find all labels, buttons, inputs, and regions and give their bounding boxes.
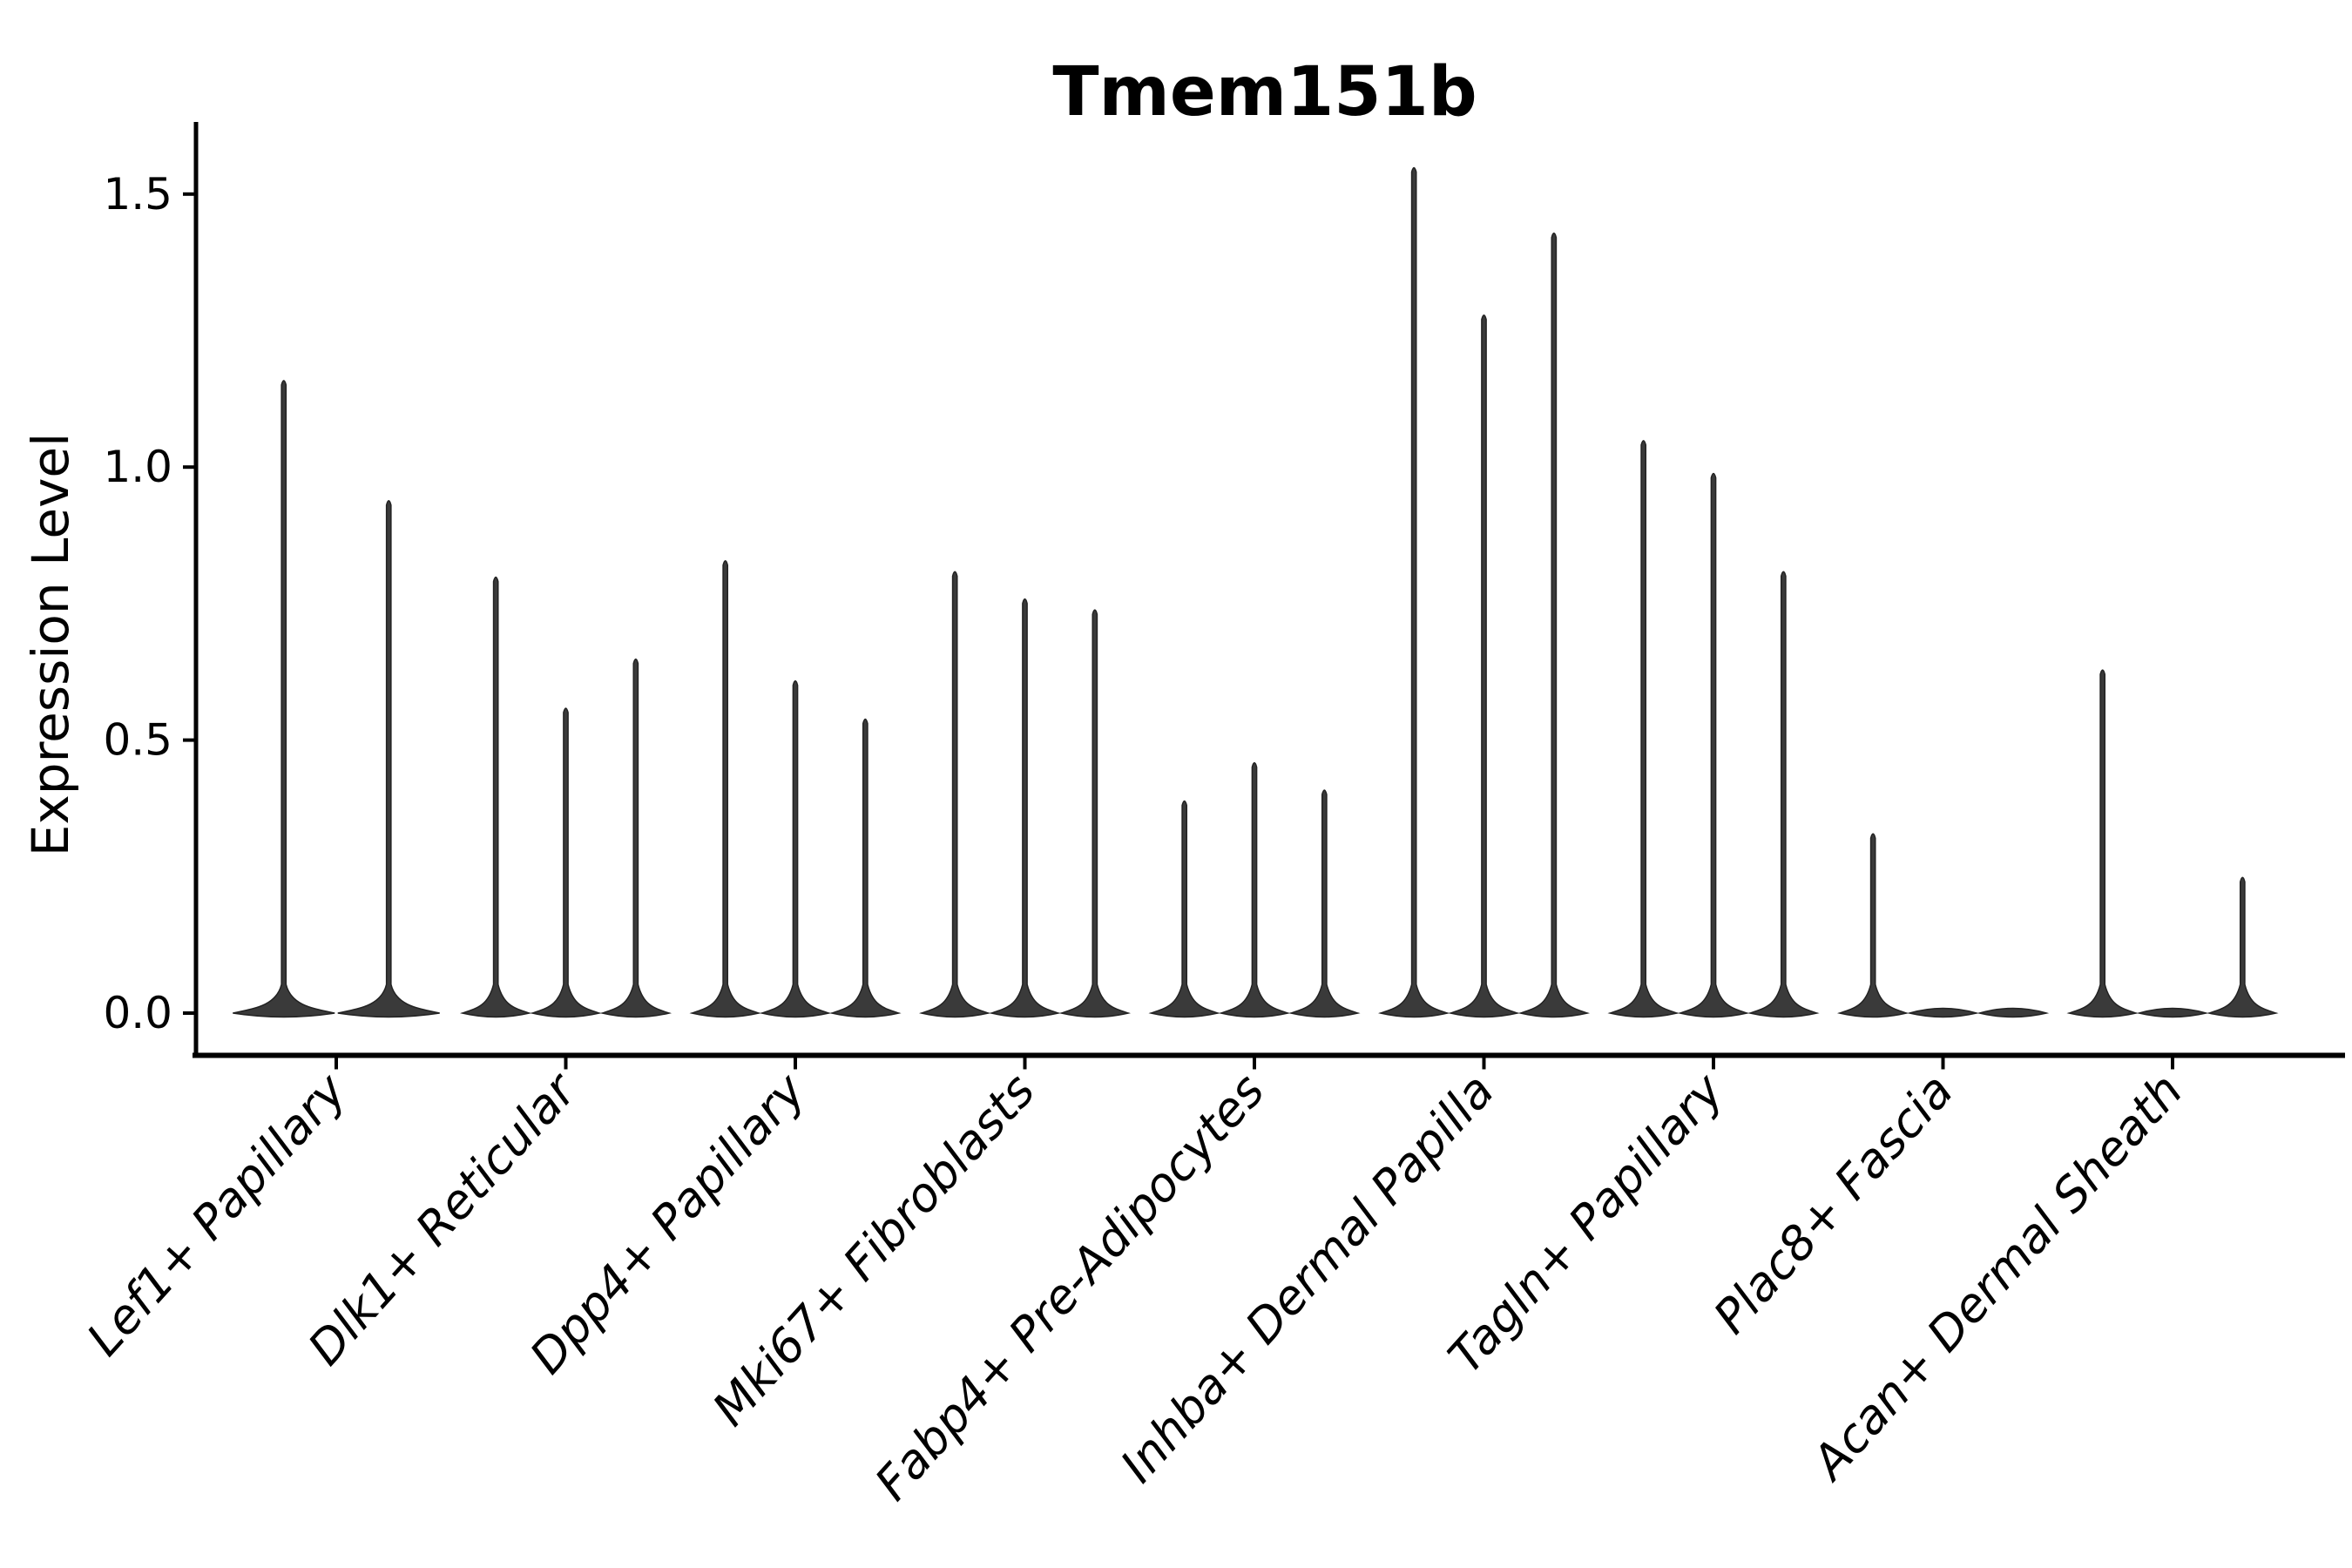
violin-2-1 (459, 576, 532, 1018)
violin-1-1 (233, 380, 335, 1018)
x-tick-label: Acan+ Dermal Sheath (1800, 1064, 2193, 1491)
violin-8-3 (1977, 1007, 2050, 1018)
violin-5-3 (1288, 789, 1361, 1018)
chart-title: Tmem151b (1052, 53, 1477, 132)
violin-7-2 (1677, 472, 1750, 1018)
violin-2-2 (530, 707, 602, 1018)
x-tick-label: Plac8+ Fascia (1703, 1064, 1963, 1344)
y-tick-label: 0.0 (103, 988, 172, 1038)
violin-5-2 (1218, 761, 1291, 1018)
violin-1-2 (337, 500, 440, 1018)
violin-4-2 (989, 598, 1061, 1018)
violin-6-2 (1448, 314, 1520, 1018)
violin-2-3 (599, 658, 672, 1018)
violin-7-3 (1747, 571, 1820, 1018)
axes-layer (193, 122, 2345, 1058)
violin-6-1 (1377, 166, 1450, 1018)
violin-5-1 (1148, 800, 1220, 1018)
violin-3-2 (759, 679, 832, 1018)
violin-9-1 (2066, 669, 2139, 1018)
violin-8-1 (1836, 833, 1909, 1018)
violin-7-1 (1607, 440, 1680, 1018)
violin-3-1 (689, 560, 761, 1018)
y-axis-label: Expression Level (21, 433, 80, 856)
violin-9-3 (2207, 876, 2279, 1018)
violin-3-3 (829, 718, 902, 1018)
violin-4-1 (918, 571, 991, 1018)
y-tick-label: 1.5 (103, 169, 172, 220)
violin-8-2 (1907, 1007, 1979, 1018)
x-tick-label: Fabp4+ Pre-Adipocytes (864, 1064, 1274, 1511)
y-tick-label: 1.0 (103, 442, 172, 492)
violin-9-2 (2136, 1007, 2209, 1018)
violin-4-3 (1058, 609, 1132, 1018)
violin-6-3 (1517, 232, 1591, 1018)
x-tick-label: Inhba+ Dermal Papilla (1110, 1064, 1504, 1493)
y-tick-label: 0.5 (103, 715, 172, 766)
violins-layer (233, 166, 2279, 1018)
